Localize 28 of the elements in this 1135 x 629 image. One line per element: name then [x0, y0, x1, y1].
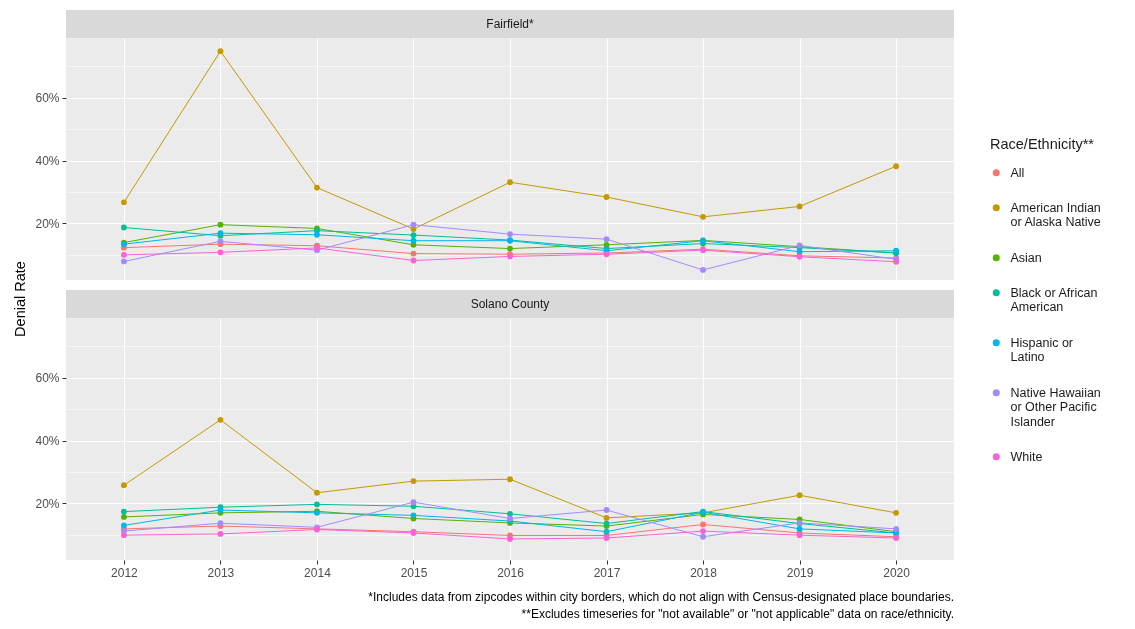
- legend-label: White: [1010, 449, 1043, 464]
- x-tick-label: 2020: [883, 565, 911, 580]
- legend-label: Native Hawaiian or Other Pacific Islander: [1010, 385, 1101, 429]
- legend-label: Hispanic or Latino: [1010, 335, 1074, 365]
- x-tick-label: 2012: [111, 565, 139, 580]
- x-tick-label: 2018: [690, 565, 718, 580]
- x-tick-label: 2013: [207, 565, 235, 580]
- x-tick-label: 2017: [593, 565, 621, 580]
- y-axis-title: Denial Rate: [12, 261, 28, 337]
- y-tick-label: 40%: [35, 434, 60, 449]
- x-tick-label: 2014: [304, 565, 332, 580]
- legend-title: Race/Ethnicity**: [990, 136, 1095, 152]
- y-tick-label: 20%: [35, 496, 60, 511]
- y-tick-label: 40%: [35, 154, 60, 169]
- text: **Excludes timeseries for "not available" or "not applicable" data on race/ethnicity.: [521, 606, 954, 621]
- legend-label: Asian: [1010, 250, 1042, 265]
- y-tick-label: 60%: [35, 371, 60, 386]
- x-tick-label: 2016: [497, 565, 525, 580]
- legend-label: All: [1010, 165, 1025, 180]
- x-tick-label: 2019: [786, 565, 814, 580]
- text: *Includes data from zipcodes within city borders, which do not align with Census-designated place boundaries.: [368, 589, 954, 604]
- legend-label: Black or African American: [1010, 285, 1098, 315]
- legend-label: American Indian or Alaska Native: [1010, 200, 1101, 230]
- y-tick-label: 20%: [35, 216, 60, 231]
- chart-title: Fairfield*: [486, 17, 534, 31]
- x-tick-label: 2015: [400, 565, 428, 580]
- chart-title: Solano County: [470, 297, 550, 311]
- y-tick-label: 60%: [35, 91, 60, 106]
